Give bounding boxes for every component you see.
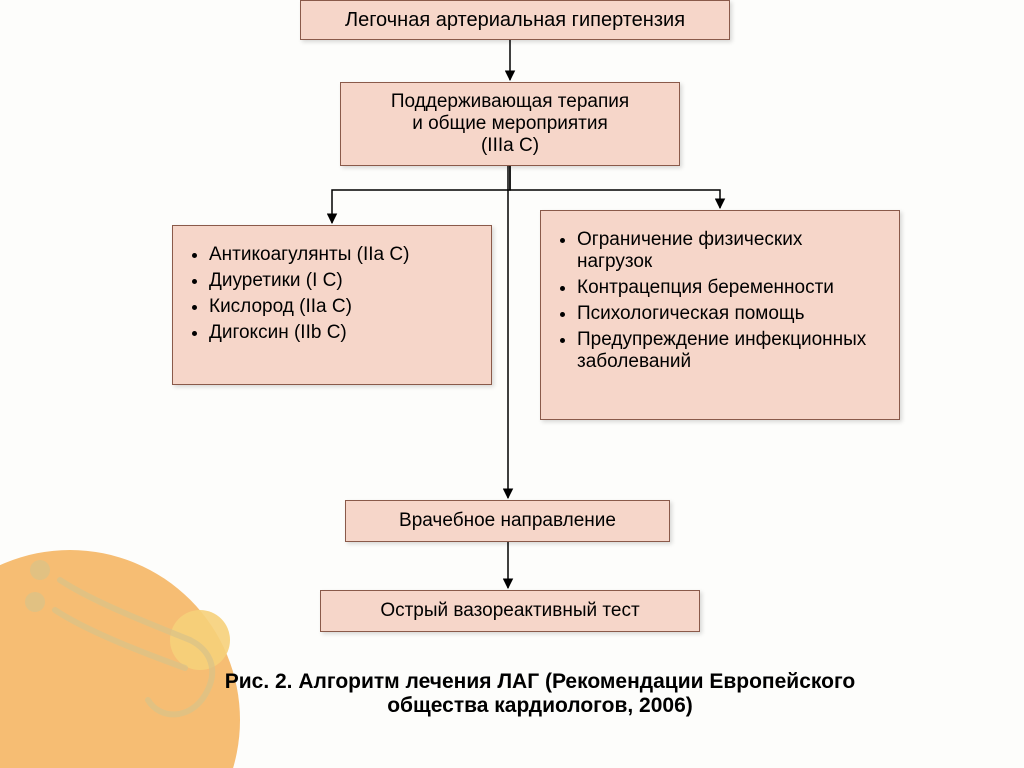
list-item: Дигоксин (IIb C): [209, 322, 473, 344]
node-text: Легочная артериальная гипертензия: [345, 9, 685, 32]
node-text: Врачебное направление: [399, 510, 616, 532]
node-referral: Врачебное направление: [345, 500, 670, 542]
list-item: Контрацепция беременности: [577, 277, 881, 299]
figure-caption: Рис. 2. Алгоритм лечения ЛАГ (Рекомендац…: [180, 670, 900, 718]
node-text: и общие мероприятия: [412, 113, 608, 135]
decor-small-circle: [170, 610, 230, 670]
list-item: Антикоагулянты (IIa C): [209, 244, 473, 266]
list-item: Психологическая помощь: [577, 303, 881, 325]
node-text: (IIIa C): [481, 135, 539, 157]
node-vasoreactive-test: Острый вазореактивный тест: [320, 590, 700, 632]
list-item: Диуретики (I C): [209, 270, 473, 292]
node-support-therapy: Поддерживающая терапия и общие мероприят…: [340, 82, 680, 166]
node-text: Острый вазореактивный тест: [380, 600, 639, 622]
caption-line: Рис. 2. Алгоритм лечения ЛАГ (Рекомендац…: [180, 670, 900, 694]
node-medications: Антикоагулянты (IIa C) Диуретики (I C) К…: [172, 225, 492, 385]
caption-line: общества кардиологов, 2006): [180, 694, 900, 718]
list-item: Предупреждение инфекционных заболеваний: [577, 329, 881, 373]
list-item: Ограничение физических нагрузок: [577, 229, 881, 273]
node-text: Поддерживающая терапия: [391, 91, 629, 113]
node-pah-title: Легочная артериальная гипертензия: [300, 0, 730, 40]
list-item: Кислород (IIa C): [209, 296, 473, 318]
node-general-measures: Ограничение физических нагрузок Контраце…: [540, 210, 900, 420]
